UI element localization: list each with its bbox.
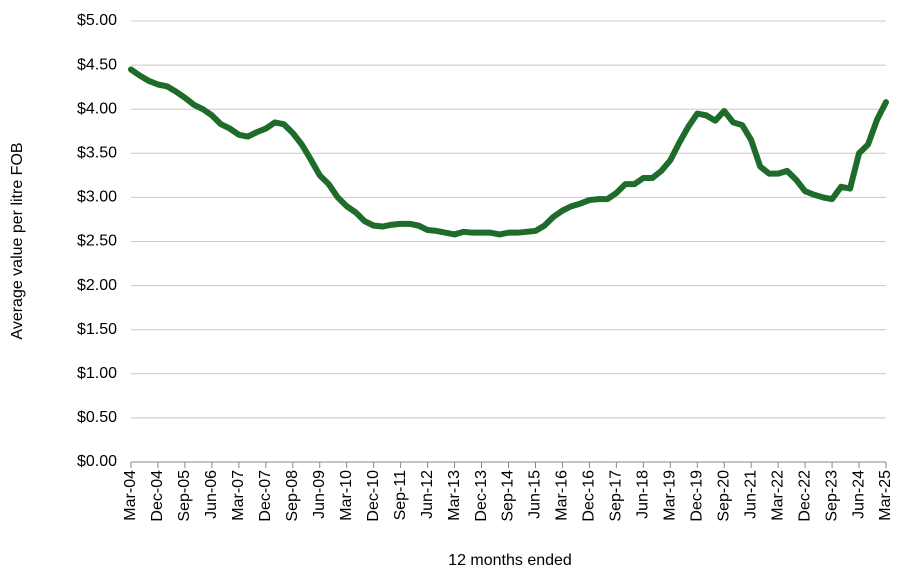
x-tick-label: Mar-07 xyxy=(230,470,247,521)
x-axis-label: 12 months ended xyxy=(448,552,572,569)
x-tick-label: Dec-13 xyxy=(473,470,490,522)
x-tick-label: Mar-13 xyxy=(446,470,463,521)
y-tick-label: $4.00 xyxy=(77,100,117,117)
y-tick-label: $5.00 xyxy=(77,12,117,29)
x-tick-label: Dec-04 xyxy=(149,470,166,522)
x-tick-label: Sep-11 xyxy=(392,470,409,521)
y-tick-label: $2.00 xyxy=(77,277,117,294)
x-tick-label: Sep-23 xyxy=(823,470,840,522)
x-tick-label: Sep-17 xyxy=(608,470,625,522)
x-tick-label: Sep-05 xyxy=(176,470,193,522)
x-tick-label: Mar-25 xyxy=(877,470,894,521)
x-tick-label: Mar-04 xyxy=(122,470,139,521)
data-line xyxy=(128,66,889,238)
x-tick-label: Jun-12 xyxy=(419,470,436,519)
y-tick-label: $0.50 xyxy=(77,409,117,426)
x-tick-label: Jun-18 xyxy=(635,470,652,519)
x-tick-label: Dec-07 xyxy=(257,470,274,522)
x-tick-label: Dec-16 xyxy=(581,470,598,522)
y-tick-label: $1.50 xyxy=(77,321,117,338)
y-tick-label: $2.50 xyxy=(77,233,117,250)
x-tick-label: Sep-20 xyxy=(715,470,732,522)
y-tick-label: $4.50 xyxy=(77,56,117,73)
y-axis-label: Average value per litre FOB xyxy=(9,142,26,339)
y-tick-label: $3.50 xyxy=(77,145,117,162)
x-tick-label: Jun-24 xyxy=(850,470,867,519)
x-tick-label: Sep-14 xyxy=(500,470,517,522)
y-tick-label: $3.00 xyxy=(77,189,117,206)
x-tick-label: Mar-19 xyxy=(662,470,679,521)
x-tick-label: Jun-15 xyxy=(527,470,544,519)
x-tick-label: Mar-16 xyxy=(554,470,571,521)
x-tick-label: Mar-22 xyxy=(769,470,786,521)
y-tick-label: $1.00 xyxy=(77,365,117,382)
x-tick-label: Jun-09 xyxy=(311,470,328,519)
x-tick-label: Jun-06 xyxy=(203,470,220,519)
y-tick-label: $0.00 xyxy=(77,453,117,470)
x-tick-label: Jun-21 xyxy=(742,470,759,519)
x-tick-label: Dec-19 xyxy=(688,470,705,522)
x-tick-label: Mar-10 xyxy=(338,470,355,521)
x-tick-label: Dec-22 xyxy=(796,470,813,522)
x-tick-label: Sep-08 xyxy=(284,470,301,522)
x-tick-label: Dec-10 xyxy=(365,470,382,522)
